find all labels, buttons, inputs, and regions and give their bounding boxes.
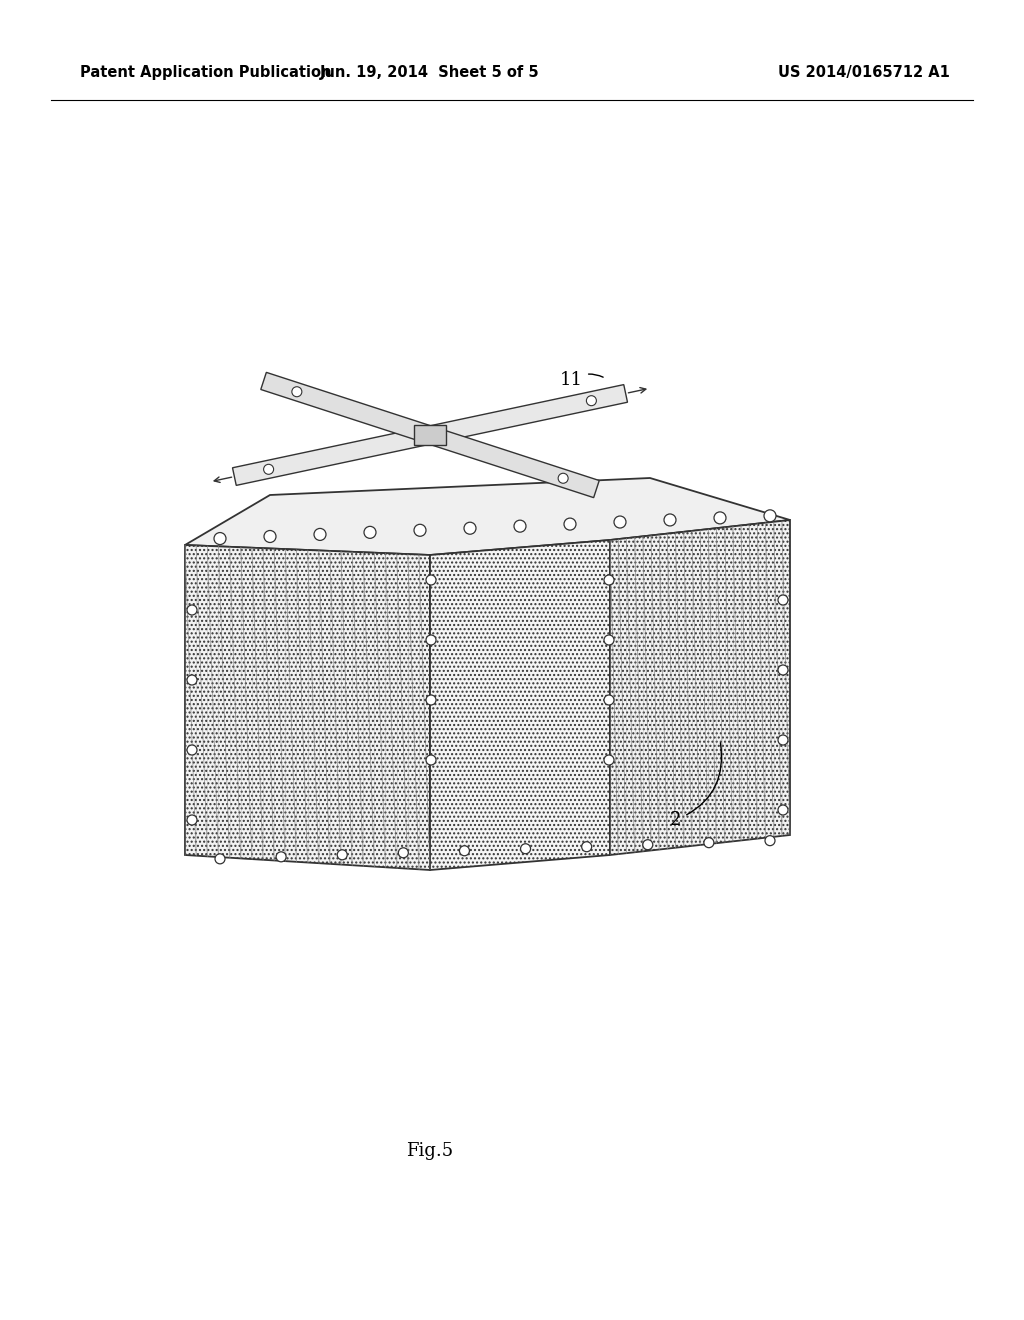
Circle shape [587, 396, 596, 405]
Text: Jun. 19, 2014  Sheet 5 of 5: Jun. 19, 2014 Sheet 5 of 5 [321, 65, 540, 79]
Circle shape [263, 465, 273, 474]
Circle shape [604, 576, 614, 585]
Circle shape [604, 635, 614, 645]
Circle shape [582, 842, 592, 851]
Circle shape [703, 838, 714, 847]
Circle shape [187, 744, 197, 755]
Circle shape [276, 851, 286, 862]
Circle shape [664, 513, 676, 525]
Circle shape [214, 532, 226, 545]
Circle shape [414, 524, 426, 536]
Circle shape [364, 527, 376, 539]
Text: Fig.5: Fig.5 [407, 1142, 454, 1160]
Circle shape [337, 850, 347, 859]
Polygon shape [610, 520, 790, 855]
Polygon shape [430, 540, 610, 870]
Circle shape [187, 675, 197, 685]
Circle shape [426, 576, 436, 585]
Circle shape [292, 387, 302, 397]
Circle shape [398, 847, 409, 858]
Circle shape [778, 805, 788, 814]
Circle shape [520, 843, 530, 854]
Text: US 2014/0165712 A1: US 2014/0165712 A1 [778, 65, 950, 79]
Text: 11: 11 [560, 371, 603, 389]
Circle shape [604, 696, 614, 705]
Circle shape [426, 755, 436, 766]
Circle shape [460, 846, 469, 855]
Polygon shape [261, 372, 599, 498]
Polygon shape [185, 478, 790, 554]
Circle shape [514, 520, 526, 532]
Text: Patent Application Publication: Patent Application Publication [80, 65, 332, 79]
Circle shape [564, 517, 575, 531]
Circle shape [714, 512, 726, 524]
Circle shape [764, 510, 776, 521]
Circle shape [426, 696, 436, 705]
Circle shape [264, 531, 276, 543]
Circle shape [187, 814, 197, 825]
Circle shape [426, 635, 436, 645]
Circle shape [314, 528, 326, 540]
Circle shape [464, 523, 476, 535]
Circle shape [614, 516, 626, 528]
Circle shape [643, 840, 652, 850]
Circle shape [778, 735, 788, 744]
Polygon shape [232, 384, 628, 486]
Polygon shape [185, 545, 430, 870]
Circle shape [604, 755, 614, 766]
Circle shape [778, 665, 788, 675]
Circle shape [558, 474, 568, 483]
Circle shape [778, 595, 788, 605]
Circle shape [765, 836, 775, 846]
Circle shape [215, 854, 225, 863]
Text: 2: 2 [670, 743, 722, 829]
Circle shape [187, 605, 197, 615]
Polygon shape [414, 425, 446, 445]
